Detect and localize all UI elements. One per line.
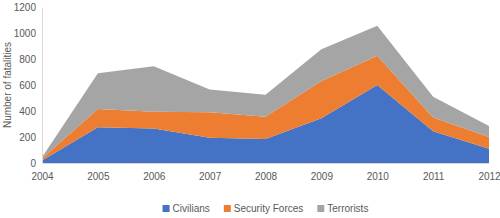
y-tick: 1200 bbox=[14, 2, 42, 13]
legend-label: Security Forces bbox=[234, 203, 303, 214]
x-tick-label: 2006 bbox=[143, 171, 166, 182]
x-tick-label: 2005 bbox=[87, 171, 110, 182]
x-tick: 2009 bbox=[311, 163, 334, 182]
chart: 0200400600800100012002004200520062007200… bbox=[0, 0, 500, 218]
x-tick-label: 2004 bbox=[31, 171, 54, 182]
legend-label: Civilians bbox=[173, 203, 210, 214]
x-tick-label: 2011 bbox=[423, 171, 445, 182]
legend-swatch bbox=[163, 205, 170, 212]
x-tick-label: 2010 bbox=[367, 171, 390, 182]
x-tick: 2004 bbox=[31, 163, 54, 182]
x-tick: 2008 bbox=[255, 163, 278, 182]
x-tick-label: 2009 bbox=[311, 171, 334, 182]
x-tick: 2011 bbox=[423, 163, 445, 182]
y-tick: 1000 bbox=[14, 28, 42, 39]
y-tick-label: 1000 bbox=[14, 28, 37, 39]
y-tick: 0 bbox=[30, 158, 42, 169]
legend-swatch bbox=[317, 205, 324, 212]
x-tick: 2012 bbox=[478, 163, 500, 182]
x-tick: 2005 bbox=[87, 163, 110, 182]
y-tick-label: 600 bbox=[19, 80, 36, 91]
y-axis: 0 200 400 600 800 1000 1200 bbox=[14, 2, 43, 169]
legend: Civilians Security Forces Terrorists bbox=[163, 203, 369, 214]
y-tick: 600 bbox=[19, 80, 42, 91]
y-tick-label: 1200 bbox=[14, 2, 37, 13]
x-tick: 2010 bbox=[367, 163, 390, 182]
x-tick-label: 2008 bbox=[255, 171, 278, 182]
x-axis-line bbox=[43, 163, 490, 164]
legend-item: Security Forces bbox=[224, 203, 303, 214]
legend-item: Civilians bbox=[163, 203, 210, 214]
legend-item: Terrorists bbox=[317, 203, 368, 214]
legend-swatch bbox=[224, 205, 231, 212]
y-axis-line bbox=[42, 8, 43, 164]
y-tick-label: 400 bbox=[19, 106, 36, 117]
x-tick: 2006 bbox=[143, 163, 166, 182]
y-tick: 800 bbox=[19, 54, 42, 65]
y-tick: 400 bbox=[19, 106, 42, 117]
y-tick-label: 0 bbox=[30, 158, 36, 169]
x-tick: 2007 bbox=[199, 163, 222, 182]
x-tick-label: 2007 bbox=[199, 171, 222, 182]
y-tick: 200 bbox=[19, 132, 42, 143]
y-tick-label: 800 bbox=[19, 54, 36, 65]
y-tick-label: 200 bbox=[19, 132, 36, 143]
legend-label: Terrorists bbox=[327, 203, 368, 214]
plot: 0200400600800100012002004200520062007200… bbox=[14, 2, 500, 182]
areas bbox=[42, 26, 489, 163]
area bbox=[42, 26, 489, 159]
x-axis: 2004 2005 2006 2007 2008 2009 2010 2011 2012 bbox=[31, 163, 500, 182]
y-axis-title: Number of fatalities bbox=[2, 42, 13, 128]
x-tick-label: 2012 bbox=[478, 171, 500, 182]
